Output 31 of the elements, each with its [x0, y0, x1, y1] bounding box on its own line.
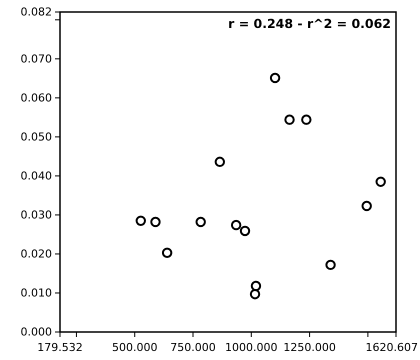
- y-tick-label: 0.040: [20, 169, 52, 182]
- point: [196, 216, 206, 228]
- x-tick-label: 1000.000: [225, 341, 278, 354]
- point: [162, 248, 172, 258]
- point: [136, 216, 146, 226]
- y-tick-label: 0.050: [20, 130, 52, 144]
- point: [270, 72, 280, 84]
- point: [250, 288, 260, 300]
- y-tick-label: 0.000: [20, 326, 52, 339]
- y-tick-label: 0.030: [20, 208, 52, 222]
- x-tick-label: 1620.607: [366, 341, 418, 354]
- point: [362, 200, 372, 212]
- point: [301, 114, 312, 125]
- point: [240, 226, 250, 236]
- point: [284, 114, 295, 125]
- y-tick-label: 0.070: [20, 52, 52, 66]
- y-tick-label: 0.010: [20, 286, 52, 300]
- point: [325, 260, 336, 270]
- x-tick-label: 500.000: [112, 341, 158, 354]
- point: [150, 216, 161, 228]
- y-tick-label: 0.060: [20, 91, 52, 104]
- y-tick-label: 0.020: [20, 247, 52, 260]
- annotation: r = 0.248 - r^2 = 0.062: [228, 16, 391, 31]
- point: [214, 156, 226, 168]
- y-tick-label: 0.082: [20, 6, 52, 19]
- point: [376, 176, 386, 187]
- x-tick-label: 1250.000: [283, 341, 336, 354]
- x-tick-label: 179.532: [37, 341, 83, 354]
- point: [230, 220, 242, 230]
- point: [250, 280, 262, 292]
- x-tick-label: 750.000: [170, 341, 216, 354]
